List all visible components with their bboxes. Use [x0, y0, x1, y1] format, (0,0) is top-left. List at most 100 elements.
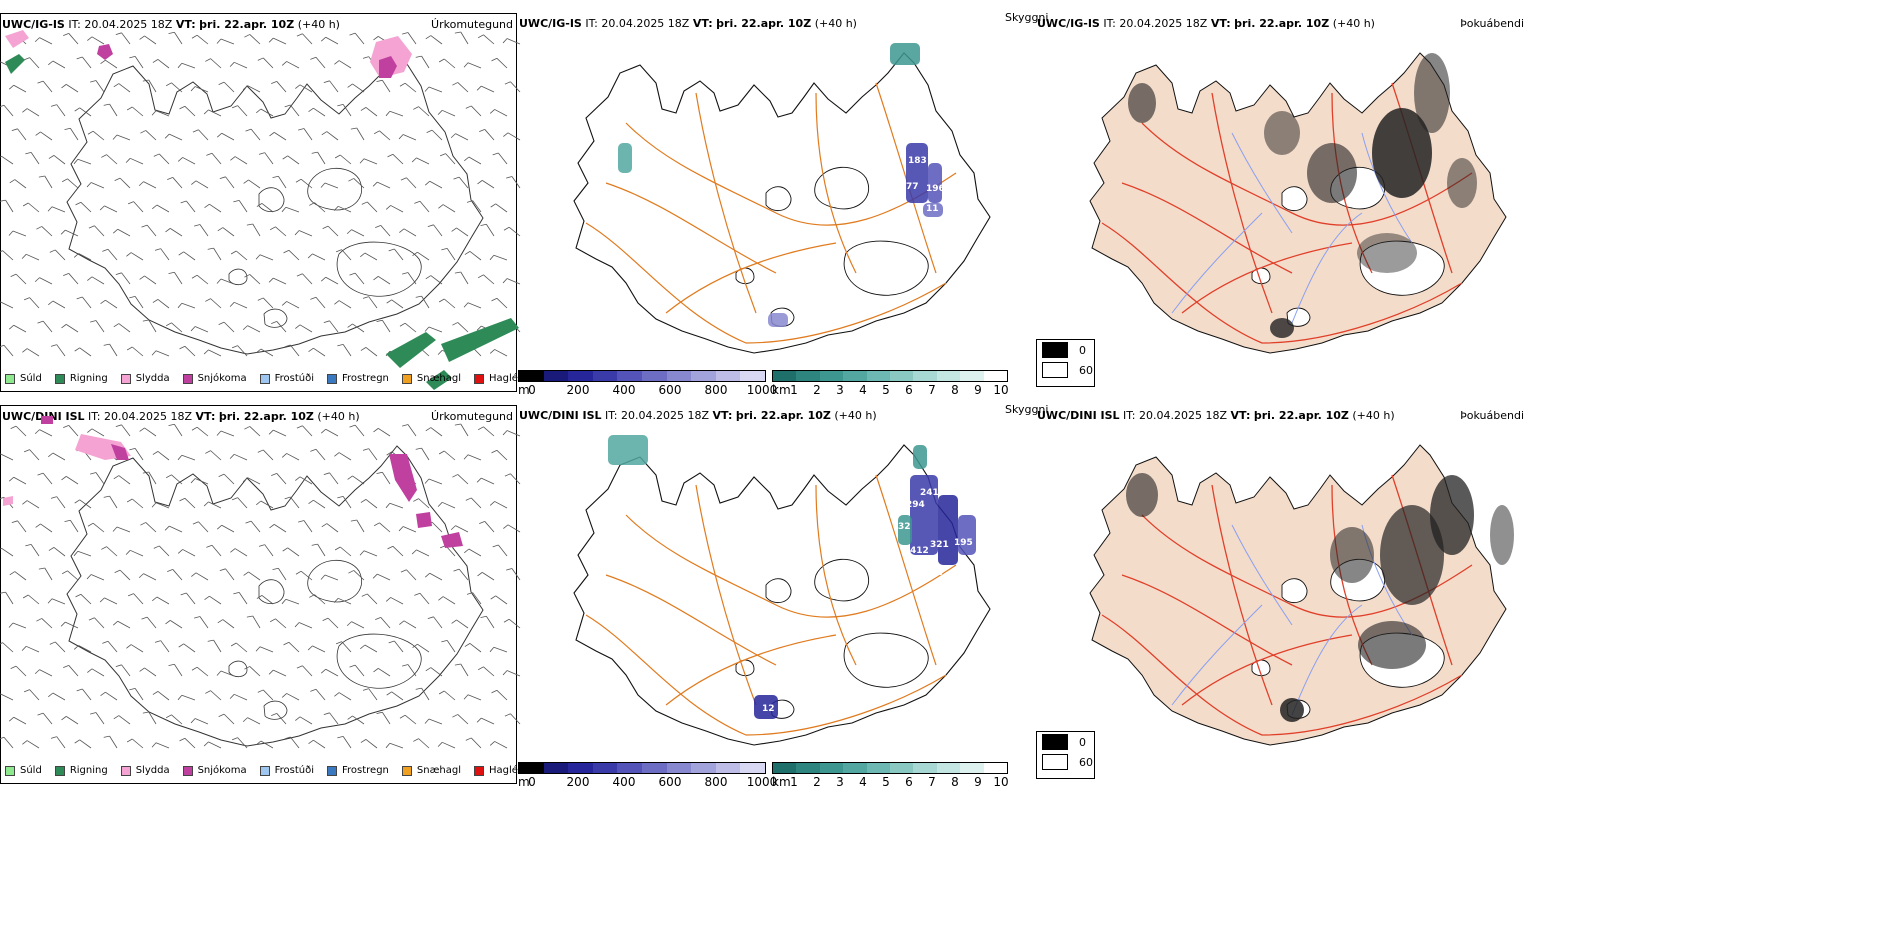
wind-barb: [86, 182, 105, 189]
wind-barb: [37, 320, 53, 333]
wind-barb: [0, 199, 14, 213]
wind-barb: [11, 520, 27, 533]
road: [815, 92, 857, 274]
wind-barb: [103, 103, 118, 117]
wind-barb: [439, 153, 456, 165]
valid-time: þri. 22.apr. 10Z: [1234, 17, 1330, 30]
wind-barb: [205, 690, 222, 701]
wind-barb: [63, 33, 79, 45]
wind-barb: [152, 451, 170, 461]
wind-barb: [73, 550, 92, 557]
fog-legend-row: 0: [1037, 340, 1094, 360]
visibility-colorbar: [772, 370, 1008, 382]
wind-barb: [506, 568, 521, 581]
precip-area: [386, 332, 436, 368]
wind-barb: [140, 130, 157, 141]
legend-item: Rigning: [54, 373, 108, 384]
lead-time: (+40 h): [297, 18, 340, 31]
wind-barb: [164, 133, 183, 141]
legend-item: Rigning: [54, 765, 108, 776]
river: [1171, 604, 1263, 706]
wind-barb: [138, 573, 157, 581]
colorbar-segment: [796, 371, 820, 381]
ceiling-tick: 200: [566, 383, 590, 397]
colorbar-segment: [715, 763, 741, 773]
legend-label: Frostregn: [342, 373, 389, 384]
wind-barb: [179, 105, 196, 117]
wind-barb: [139, 35, 157, 45]
glacier-outline: [263, 308, 288, 328]
road: [1211, 484, 1273, 706]
wind-barb: [438, 298, 456, 309]
ceiling-label: 11: [926, 204, 939, 214]
wind-barb: [411, 549, 430, 557]
wind-barb: [87, 522, 105, 533]
road: [585, 614, 947, 736]
ceiling-tick: 800: [704, 383, 728, 397]
glacier-outline: [1359, 240, 1445, 296]
wind-barb: [103, 735, 118, 749]
wind-barb: [8, 230, 27, 237]
wind-barb: [334, 60, 352, 69]
road: [1121, 574, 1293, 666]
precip-map: [0, 30, 521, 390]
wind-barb: [412, 251, 430, 261]
wind-barb: [386, 299, 404, 309]
precip-legend: Súld Rigning Slydda Snjókoma Frostúði Frostre…: [5, 373, 534, 384]
wind-barb: [350, 519, 365, 533]
wind-barb: [362, 296, 378, 309]
wind-barb: [101, 154, 118, 165]
legend-item: Slydda: [120, 373, 170, 384]
colorbar-segment: [773, 371, 797, 381]
visibility-panel: UWC/IG-IS IT: 20.04.2025 18Z VT: þri. 22…: [518, 11, 1048, 397]
wind-barb: [477, 274, 495, 285]
wind-barb: [323, 472, 339, 485]
wind-barb: [0, 736, 14, 749]
wind-barb: [256, 595, 274, 605]
init-time-label: IT:: [605, 409, 618, 422]
wind-barb: [127, 201, 144, 213]
colorbar-segment: [913, 371, 937, 381]
wind-barb: [100, 299, 118, 309]
wind-barb: [492, 544, 508, 557]
wind-barb: [74, 347, 92, 357]
wind-barb: [88, 225, 105, 237]
wind-barb: [179, 345, 196, 357]
wind-barb: [373, 276, 391, 285]
wind-barb: [281, 693, 300, 701]
wind-barb: [244, 666, 261, 677]
wind-barb: [167, 569, 183, 581]
legend-label: Frostúði: [274, 765, 314, 776]
wind-barb: [491, 449, 508, 461]
wind-barb: [61, 178, 79, 189]
wind-barb: [465, 105, 482, 117]
legend-label: Snjókoma: [197, 373, 247, 384]
wind-barb: [451, 227, 469, 237]
wind-barb: [453, 176, 469, 189]
model-name: UWC/IG-IS: [1037, 17, 1100, 30]
ceiling-tick: 400: [612, 775, 636, 789]
panel-header: UWC/IG-IS IT: 20.04.2025 18Z VT: þri. 22…: [1037, 17, 1375, 30]
legend-swatch: [474, 765, 485, 776]
wind-barb: [152, 299, 170, 309]
wind-barb: [502, 278, 521, 285]
colorbar-segment: [519, 763, 544, 773]
visibility-tick: 8: [951, 383, 959, 397]
legend-item: Haglél: [474, 765, 521, 776]
wind-barb: [268, 277, 287, 285]
wind-barb: [87, 668, 105, 677]
wind-barb: [281, 453, 300, 461]
river: [1291, 212, 1363, 324]
wind-barb: [138, 181, 157, 189]
wind-barb: [75, 201, 92, 213]
wind-barb: [34, 37, 53, 45]
wind-barb: [34, 429, 53, 437]
wind-barb: [399, 82, 417, 93]
wind-barb: [477, 666, 495, 677]
road: [695, 484, 757, 706]
wind-barb: [282, 155, 300, 165]
wind-barb: [99, 205, 118, 213]
wind-barb: [257, 297, 274, 309]
wind-barb: [349, 32, 365, 45]
wind-barb: [385, 205, 404, 213]
